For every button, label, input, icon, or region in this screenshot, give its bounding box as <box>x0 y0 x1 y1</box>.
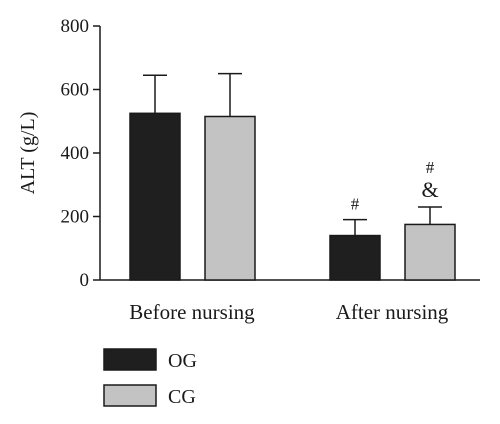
bar-cg <box>204 115 256 281</box>
y-tick-label: 0 <box>80 270 90 291</box>
y-tick-label: 400 <box>61 143 90 164</box>
legend-label-og: OG <box>168 350 197 372</box>
legend-swatch-cg <box>103 384 157 407</box>
bar-og <box>329 234 381 281</box>
legend-label-cg: CG <box>168 386 196 408</box>
significance-hash: # <box>426 158 435 177</box>
significance-ampersand: & <box>421 177 438 202</box>
x-category-label: Before nursing <box>129 300 255 324</box>
y-axis-title: ALT (g/L) <box>17 112 39 195</box>
y-tick-label: 200 <box>61 207 90 228</box>
bar-cg <box>404 223 456 281</box>
bar-og <box>129 112 181 281</box>
legend: OG CG <box>103 348 197 408</box>
y-tick-label: 800 <box>61 16 90 37</box>
category-labels: Before nursing After nursing <box>129 300 448 324</box>
significance-hash: # <box>351 195 360 214</box>
x-category-label: After nursing <box>336 300 449 324</box>
bars: #&# <box>129 72 456 281</box>
legend-swatch-og <box>103 348 157 371</box>
y-tick-label: 600 <box>61 80 90 101</box>
y-ticks: 0 200 400 600 800 <box>61 16 100 291</box>
